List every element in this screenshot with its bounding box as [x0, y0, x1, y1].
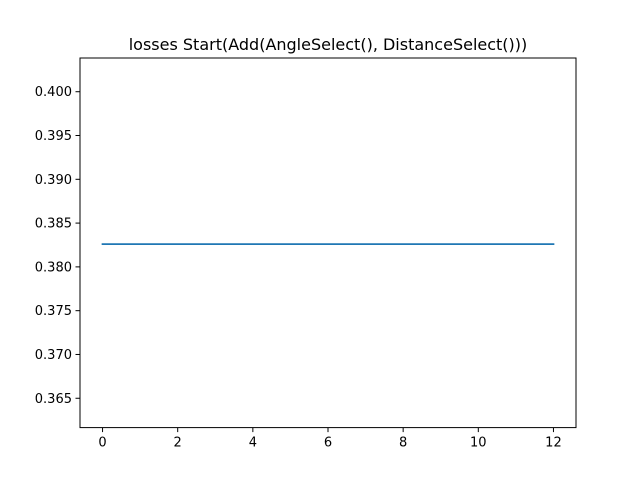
x-tick-label: 10	[470, 436, 487, 451]
y-tick-label: 0.390	[35, 173, 72, 188]
x-tick-label: 4	[249, 436, 257, 451]
y-tick-label: 0.395	[35, 129, 72, 144]
x-axis-ticks: 0 2 4 6 8 10 12	[98, 427, 562, 451]
y-tick-label: 0.385	[35, 217, 72, 232]
y-tick-label: 0.380	[35, 260, 72, 275]
x-tick-label: 0	[98, 436, 106, 451]
y-tick-label: 0.370	[35, 348, 72, 363]
x-tick-label: 2	[174, 436, 182, 451]
y-tick-label: 0.365	[35, 392, 72, 407]
y-tick-label: 0.375	[35, 304, 72, 319]
y-tick-label: 0.400	[35, 85, 72, 100]
x-tick-label: 8	[399, 436, 407, 451]
y-axis-ticks: 0.365 0.370 0.375 0.380 0.385 0.390 0.395 0.400	[35, 85, 80, 407]
x-tick-label: 12	[545, 436, 562, 451]
chart-title: losses Start(Add(AngleSelect(), Distance…	[129, 35, 528, 54]
x-tick-label: 6	[324, 436, 332, 451]
